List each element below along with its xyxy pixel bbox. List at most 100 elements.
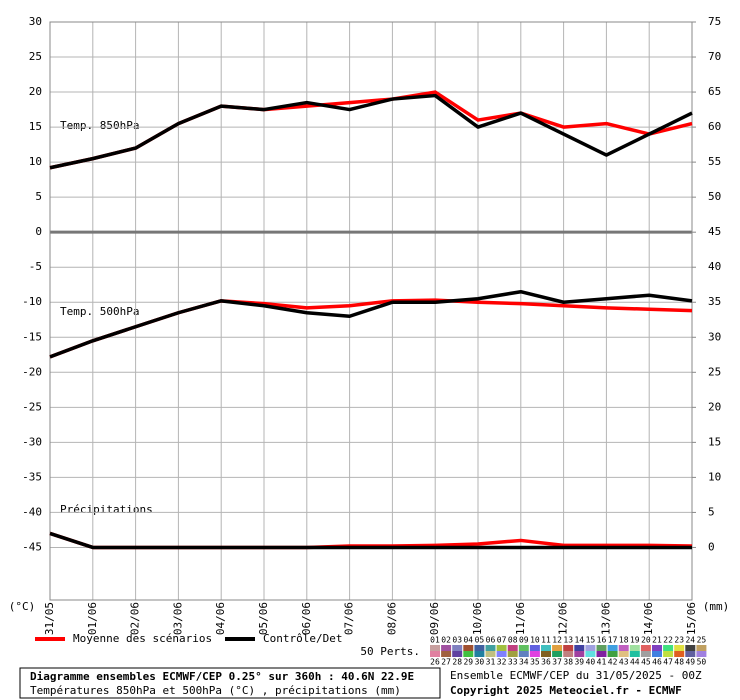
x-tick-label: 12/06	[557, 602, 570, 635]
pert-swatch	[640, 645, 651, 651]
pert-label: 47	[663, 658, 673, 667]
x-tick-label: 31/05	[43, 602, 56, 635]
series-line	[49, 531, 692, 550]
pert-swatch	[563, 651, 574, 657]
pert-label: 06	[486, 636, 496, 645]
pert-swatch	[485, 651, 496, 657]
pert-label: 18	[619, 636, 629, 645]
y2-tick-label: 50	[708, 190, 721, 203]
pert-label: 07	[497, 636, 507, 645]
pert-label: 39	[574, 658, 584, 667]
y-tick-label: -10	[22, 295, 42, 308]
pert-swatch	[585, 645, 596, 651]
pert-label: 48	[674, 658, 684, 667]
pert-label: 28	[452, 658, 462, 667]
y2-tick-label: 45	[708, 225, 721, 238]
y-tick-label: -30	[22, 435, 42, 448]
pert-swatch	[463, 651, 474, 657]
pert-swatch	[696, 651, 707, 657]
pert-swatch	[496, 651, 507, 657]
pert-label: 44	[630, 658, 640, 667]
pert-label: 23	[674, 636, 684, 645]
pert-label: 35	[530, 658, 540, 667]
pert-label: 36	[541, 658, 551, 667]
pert-label: 25	[697, 636, 707, 645]
y-tick-label: 15	[29, 120, 42, 133]
pert-swatch	[474, 645, 485, 651]
pert-label: 40	[586, 658, 596, 667]
y-tick-label: 5	[35, 190, 42, 203]
series-line	[49, 289, 693, 359]
pert-label: 49	[685, 658, 695, 667]
y-tick-label: -20	[22, 365, 42, 378]
pert-swatch	[430, 651, 440, 657]
pert-swatch	[485, 645, 496, 651]
y2-tick-label: 70	[708, 50, 721, 63]
y-tick-label: 30	[29, 15, 42, 28]
y2-tick-label: 40	[708, 260, 721, 273]
pert-label: 01	[430, 636, 440, 645]
x-tick-label: 11/06	[514, 602, 527, 635]
y2-tick-label: 30	[708, 330, 721, 343]
x-tick-label: 02/06	[129, 602, 142, 635]
pert-swatch	[430, 645, 440, 651]
pert-label: 02	[441, 636, 451, 645]
pert-swatch	[529, 651, 540, 657]
pert-label: 34	[519, 658, 529, 667]
pert-label: 26	[430, 658, 440, 667]
pert-label: 08	[508, 636, 518, 645]
annotation: Temp. 500hPa	[60, 305, 139, 318]
pert-swatch	[552, 645, 563, 651]
pert-label: 33	[508, 658, 518, 667]
y-tick-label: 0	[35, 225, 42, 238]
y2-tick-label: 35	[708, 295, 721, 308]
x-tick-label: 01/06	[86, 602, 99, 635]
footer-subtitle: Températures 850hPa et 500hPa (°C) , pré…	[30, 684, 401, 697]
pert-swatch	[441, 651, 452, 657]
pert-label: 37	[552, 658, 562, 667]
x-tick-label: 13/06	[599, 602, 612, 635]
pert-label: 20	[641, 636, 651, 645]
pert-swatch	[663, 645, 674, 651]
y2-tick-label: 60	[708, 120, 721, 133]
pert-swatch	[652, 645, 662, 651]
pert-label: 32	[497, 658, 507, 667]
y2-tick-label: 15	[708, 435, 721, 448]
pert-label: 03	[452, 636, 462, 645]
pert-swatch	[441, 645, 452, 651]
pert-swatch	[652, 651, 662, 657]
pert-swatch	[596, 645, 607, 651]
pert-label: 04	[463, 636, 473, 645]
pert-label: 41	[597, 658, 607, 667]
y-tick-label: -45	[22, 540, 42, 553]
pert-swatch	[507, 651, 518, 657]
pert-label: 27	[441, 658, 451, 667]
pert-swatch	[696, 645, 707, 651]
pert-label: 38	[563, 658, 573, 667]
pert-swatch	[563, 645, 574, 651]
pert-label: 30	[475, 658, 485, 667]
annotation: Précipitations	[60, 503, 153, 516]
pert-swatch	[452, 651, 463, 657]
y2-axis-unit: (mm)	[703, 600, 730, 613]
pert-swatch	[463, 645, 474, 651]
perts-label: 50 Perts.	[360, 645, 420, 658]
y-axis-unit: (°C)	[9, 600, 36, 613]
y2-tick-label: 10	[708, 470, 721, 483]
pert-label: 29	[463, 658, 473, 667]
pert-label: 17	[608, 636, 618, 645]
y2-tick-label: 75	[708, 15, 721, 28]
pert-swatch	[663, 651, 674, 657]
pert-label: 05	[475, 636, 485, 645]
pert-swatch	[674, 651, 685, 657]
x-tick-label: 14/06	[642, 602, 655, 635]
pert-label: 45	[641, 658, 651, 667]
x-tick-label: 15/06	[685, 602, 698, 635]
footer-copyright: Copyright 2025 Meteociel.fr - ECMWF	[450, 684, 682, 697]
footer-box	[19, 667, 441, 699]
pert-label: 42	[608, 658, 618, 667]
pert-swatch	[629, 651, 640, 657]
pert-swatch	[529, 645, 540, 651]
x-tick-label: 03/06	[171, 602, 184, 635]
